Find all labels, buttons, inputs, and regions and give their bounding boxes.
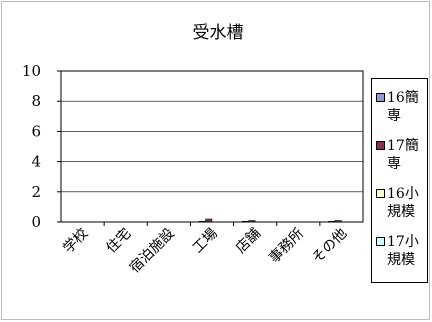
legend: 16簡専 17簡専 16小規模 17小規模	[371, 78, 428, 283]
plot-grid	[61, 100, 363, 193]
x-tick-label: 学校	[60, 225, 92, 257]
x-tick-label: 工場	[190, 226, 221, 257]
legend-swatch	[376, 93, 385, 102]
x-tick-label: 店舗	[233, 226, 264, 257]
y-tick-label: 6	[31, 122, 41, 140]
legend-label: 17小規模	[387, 234, 419, 268]
x-tick-label: その他	[309, 226, 350, 267]
legend-swatch	[376, 189, 385, 198]
legend-swatch	[376, 141, 385, 150]
y-axis-ticks: 0 2 4 6 8 10	[22, 62, 61, 231]
legend-label: 16小規模	[387, 186, 419, 220]
y-tick-label: 2	[31, 183, 41, 201]
legend-label: 16簡専	[387, 90, 419, 124]
x-tick-label: 宿泊施設	[126, 225, 178, 277]
plot-area	[60, 70, 364, 223]
legend-label: 17簡専	[387, 138, 419, 172]
x-tick-label: 住宅	[103, 226, 134, 257]
y-tick-label: 4	[31, 153, 41, 171]
x-tick-label: 事務所	[266, 226, 307, 267]
chart-title: 受水槽	[193, 23, 244, 43]
y-tick-label: 10	[22, 62, 41, 80]
y-tick-label: 8	[31, 92, 41, 110]
y-tick-label: 0	[31, 213, 41, 231]
legend-swatch	[376, 237, 385, 246]
